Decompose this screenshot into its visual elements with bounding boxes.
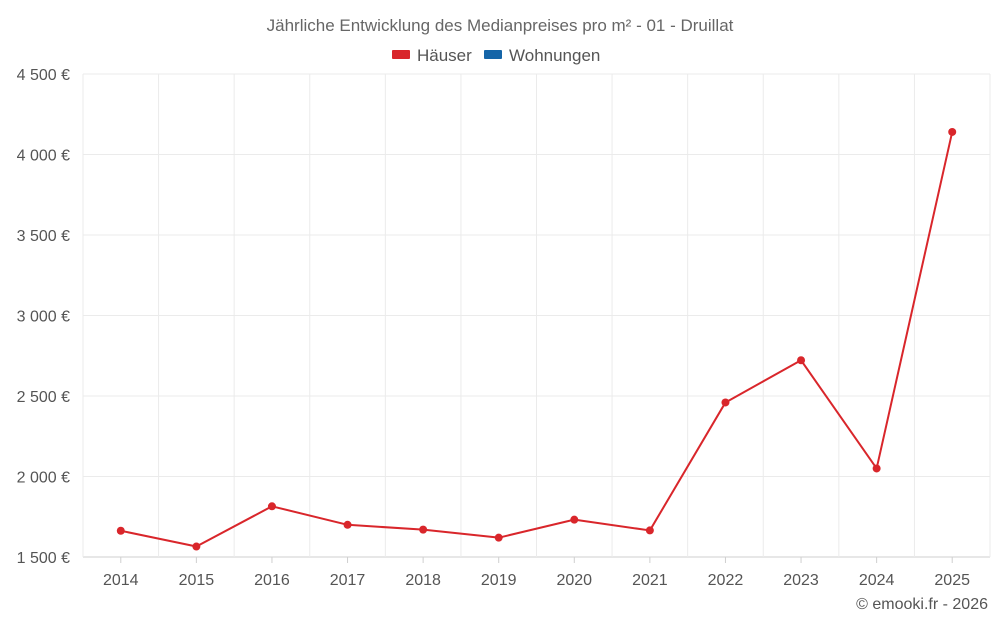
y-tick-label: 2 500 €	[17, 389, 70, 406]
y-tick-label: 1 500 €	[17, 550, 70, 567]
legend-item-label[interactable]: Wohnungen	[509, 46, 600, 65]
data-point[interactable]	[570, 515, 579, 524]
series	[116, 127, 957, 551]
x-axis: 2014 2015 2016 2017 2018 2019 2020 2021 2022 2023…	[103, 557, 970, 589]
legend-swatch	[392, 50, 410, 59]
x-tick-label: 2017	[330, 572, 366, 589]
y-tick-label: 2 000 €	[17, 470, 70, 487]
chart-title: Jährliche Entwicklung des Medianpreises …	[267, 16, 734, 35]
data-point[interactable]	[948, 127, 957, 136]
data-point[interactable]	[343, 520, 352, 529]
grid	[82, 73, 991, 558]
x-tick-label: 2025	[934, 572, 970, 589]
data-point[interactable]	[494, 533, 503, 542]
data-point[interactable]	[645, 526, 654, 535]
data-point[interactable]	[797, 356, 806, 365]
x-tick-label: 2024	[859, 572, 895, 589]
y-tick-label: 4 000 €	[17, 148, 70, 165]
data-point[interactable]	[872, 464, 881, 473]
series-line	[120, 131, 954, 548]
x-tick-label: 2021	[632, 572, 668, 589]
x-tick-label: 2018	[405, 572, 441, 589]
data-point[interactable]	[116, 526, 125, 535]
data-point[interactable]	[267, 502, 276, 511]
y-tick-label: 3 500 €	[17, 228, 70, 245]
data-point[interactable]	[192, 542, 201, 551]
legend-swatch	[484, 50, 502, 59]
x-tick-label: 2014	[103, 572, 139, 589]
x-tick-label: 2023	[783, 572, 819, 589]
y-axis: 1 500 € 2 000 € 2 500 € 3 000 € 3 500 € 4 000…	[17, 67, 70, 567]
y-tick-label: 4 500 €	[17, 67, 70, 84]
x-tick-label: 2016	[254, 572, 290, 589]
credit-text: © emooki.fr - 2026	[856, 596, 988, 613]
legend-item-label[interactable]: Häuser	[417, 46, 472, 65]
data-point[interactable]	[419, 525, 428, 534]
data-point[interactable]	[721, 398, 730, 407]
x-tick-label: 2019	[481, 572, 517, 589]
y-tick-label: 3 000 €	[17, 309, 70, 326]
legend: Häuser Wohnungen	[392, 46, 600, 65]
x-tick-label: 2020	[556, 572, 592, 589]
x-tick-label: 2022	[708, 572, 744, 589]
x-tick-label: 2015	[179, 572, 215, 589]
